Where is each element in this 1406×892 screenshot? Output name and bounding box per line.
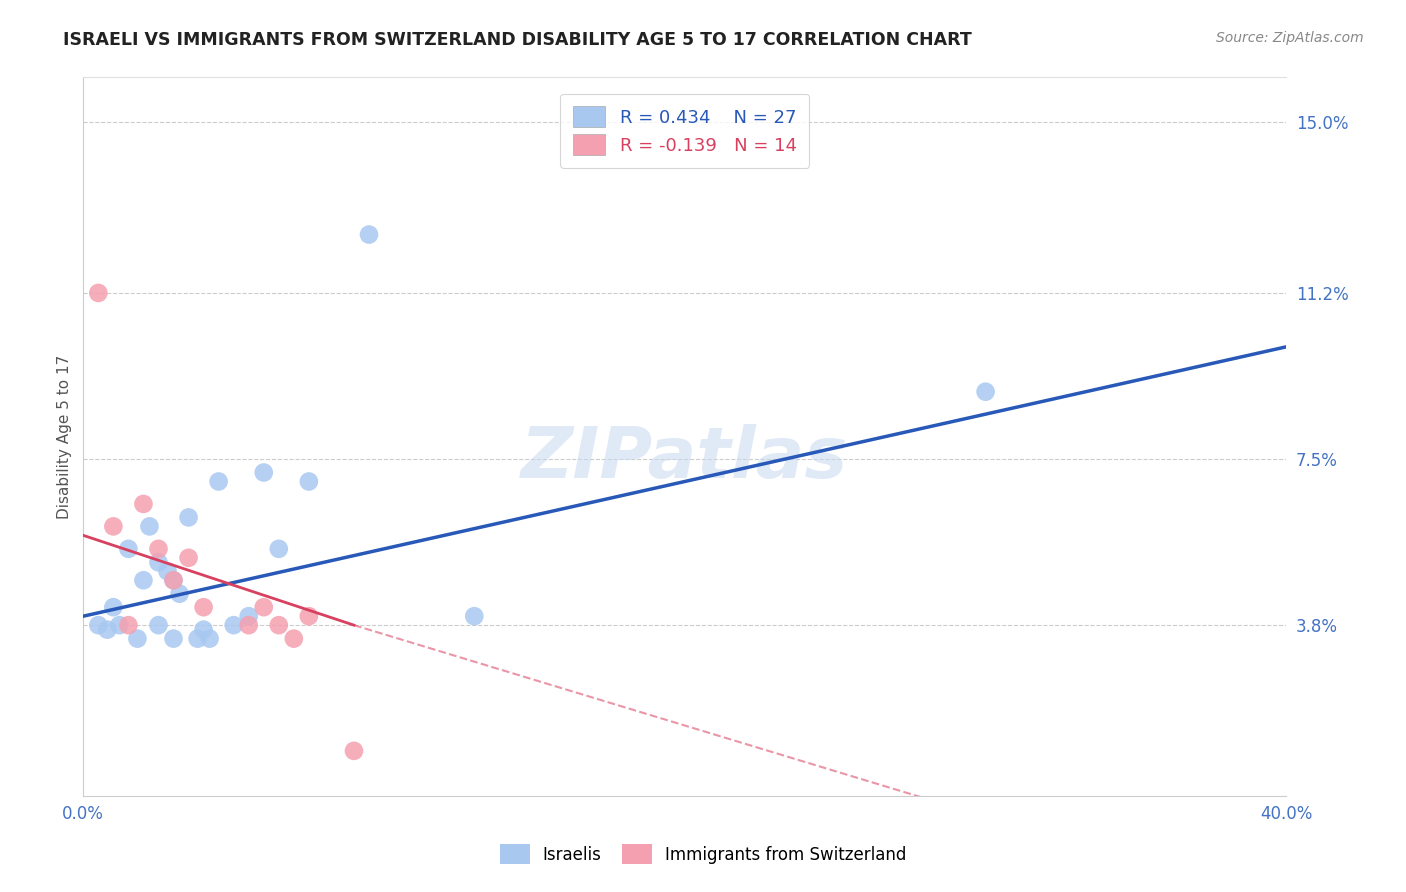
Point — [283, 632, 305, 646]
Point — [132, 497, 155, 511]
Point — [267, 541, 290, 556]
Point — [222, 618, 245, 632]
Legend: Israelis, Immigrants from Switzerland: Israelis, Immigrants from Switzerland — [494, 838, 912, 871]
Point — [463, 609, 485, 624]
Point — [169, 587, 191, 601]
Point — [148, 541, 170, 556]
Point — [187, 632, 209, 646]
Point — [343, 744, 366, 758]
Point — [138, 519, 160, 533]
Point — [103, 600, 125, 615]
Y-axis label: Disability Age 5 to 17: Disability Age 5 to 17 — [58, 354, 72, 519]
Point — [96, 623, 118, 637]
Point — [253, 600, 276, 615]
Point — [162, 574, 184, 588]
Point — [974, 384, 997, 399]
Point — [198, 632, 221, 646]
Point — [162, 632, 184, 646]
Point — [208, 475, 231, 489]
Point — [117, 618, 139, 632]
Point — [156, 564, 179, 578]
Point — [238, 618, 260, 632]
Point — [87, 618, 110, 632]
Point — [267, 618, 290, 632]
Point — [108, 618, 131, 632]
Point — [177, 550, 200, 565]
Point — [193, 623, 215, 637]
Point — [148, 555, 170, 569]
Point — [357, 227, 380, 242]
Point — [238, 609, 260, 624]
Point — [253, 466, 276, 480]
Point — [127, 632, 149, 646]
Point — [298, 609, 321, 624]
Text: ZIPatlas: ZIPatlas — [522, 424, 848, 492]
Point — [132, 574, 155, 588]
Point — [148, 618, 170, 632]
Text: ISRAELI VS IMMIGRANTS FROM SWITZERLAND DISABILITY AGE 5 TO 17 CORRELATION CHART: ISRAELI VS IMMIGRANTS FROM SWITZERLAND D… — [63, 31, 972, 49]
Text: Source: ZipAtlas.com: Source: ZipAtlas.com — [1216, 31, 1364, 45]
Point — [177, 510, 200, 524]
Point — [162, 574, 184, 588]
Legend: R = 0.434    N = 27, R = -0.139   N = 14: R = 0.434 N = 27, R = -0.139 N = 14 — [560, 94, 810, 168]
Point — [298, 475, 321, 489]
Point — [193, 600, 215, 615]
Point — [117, 541, 139, 556]
Point — [87, 285, 110, 300]
Point — [103, 519, 125, 533]
